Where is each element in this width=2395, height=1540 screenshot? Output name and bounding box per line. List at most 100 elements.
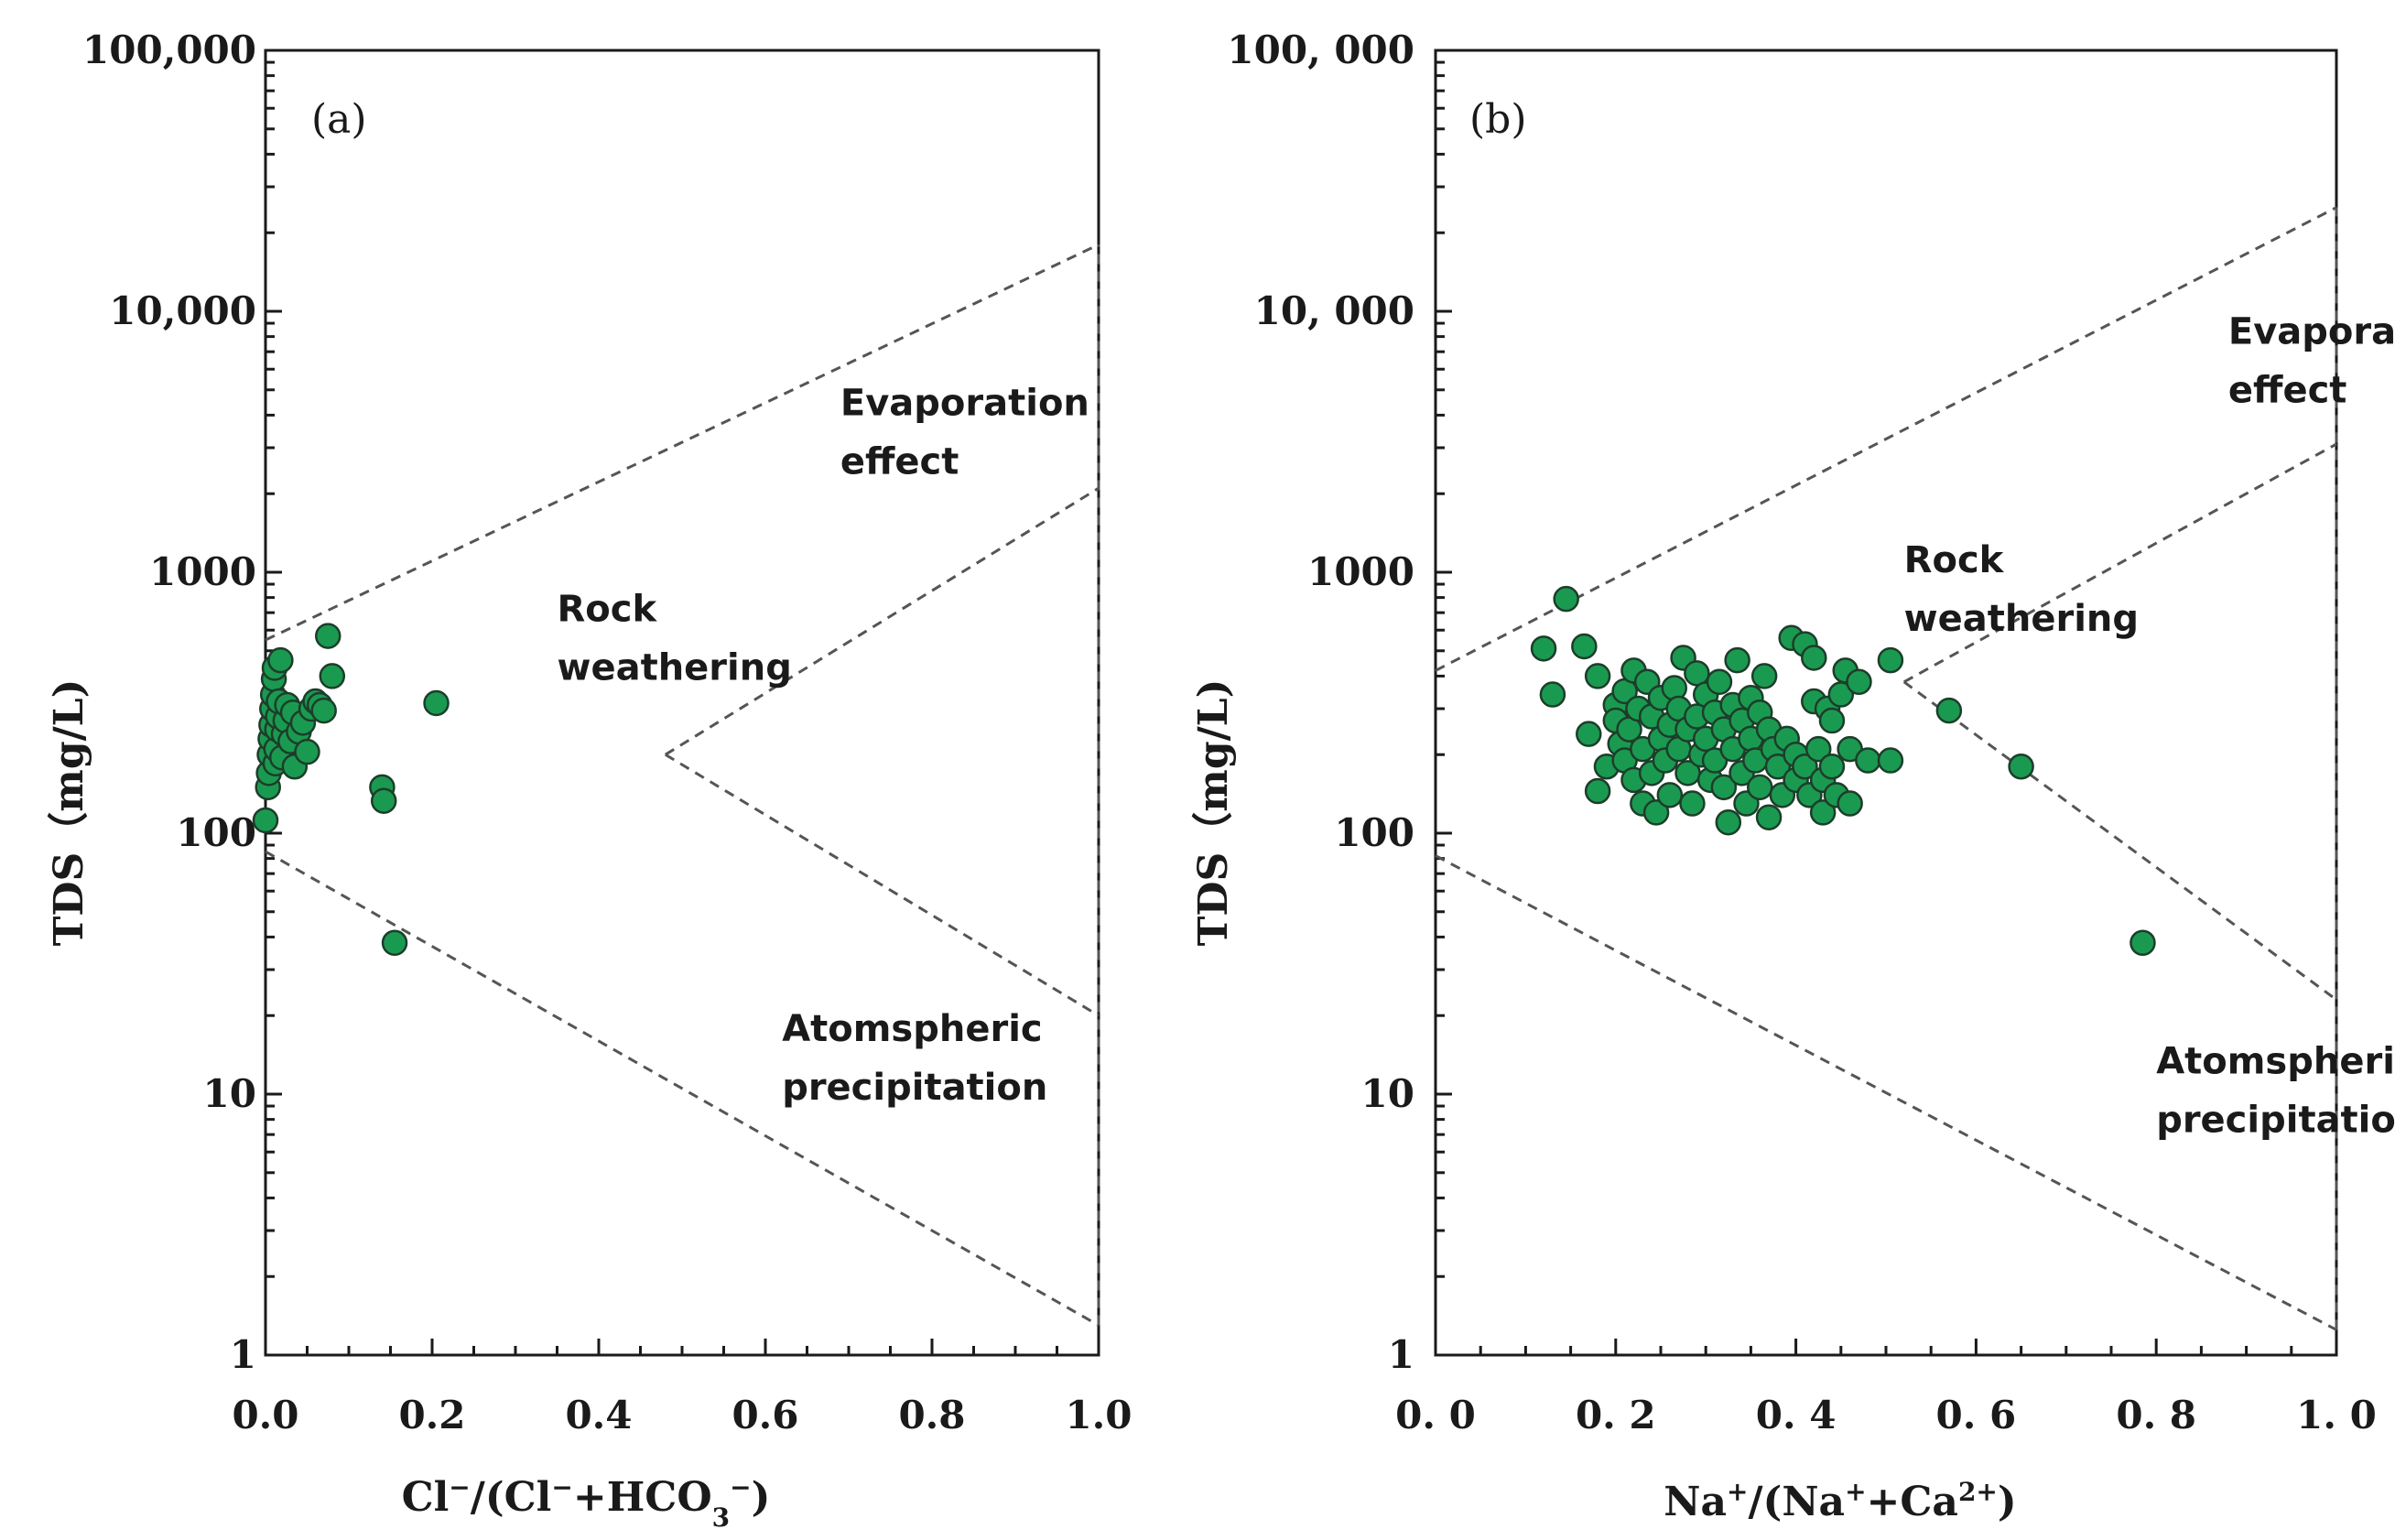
data-point bbox=[1809, 799, 1837, 826]
data-point bbox=[1724, 646, 1750, 674]
region-label-line: weathering bbox=[1904, 598, 2139, 640]
data-point bbox=[1571, 633, 1598, 660]
data-point bbox=[1837, 790, 1863, 817]
data-point bbox=[294, 738, 320, 765]
data-point bbox=[310, 697, 337, 724]
data-point bbox=[1746, 774, 1773, 801]
data-point bbox=[1855, 747, 1881, 774]
x-axis-title-part: + bbox=[1845, 1477, 1866, 1507]
x-axis-title: Cl−/(Cl−+HCO3−) bbox=[402, 1472, 771, 1533]
x-tick-label: 0.6 bbox=[732, 1393, 798, 1437]
y-tick-label: 10 bbox=[203, 1071, 256, 1116]
data-point bbox=[1584, 777, 1611, 805]
y-tick-label: 100 bbox=[176, 810, 256, 855]
region-label-rock-weathering: Rock weathering bbox=[1904, 539, 2139, 640]
region-label-line: Rock bbox=[1904, 539, 2005, 581]
data-point bbox=[1755, 804, 1783, 830]
region-label-line: effect bbox=[2228, 370, 2347, 412]
data-point bbox=[1539, 681, 1566, 708]
y-tick-label: 1000 bbox=[1307, 549, 1414, 594]
data-point bbox=[1818, 707, 1846, 734]
x-tick-label: 0. 0 bbox=[1395, 1393, 1476, 1437]
x-tick-label: 0. 2 bbox=[1576, 1393, 1656, 1437]
region-label-line: precipitation bbox=[782, 1067, 1047, 1109]
y-tick-label: 1 bbox=[1388, 1332, 1414, 1377]
x-axis-title-part: /(Na bbox=[1748, 1479, 1845, 1525]
x-axis-title-part: 3 bbox=[712, 1502, 730, 1533]
boundary-precipitation-upper bbox=[665, 753, 1100, 1017]
boundary-precipitation-lower bbox=[265, 850, 1100, 1327]
region-label-line: Rock bbox=[558, 588, 658, 630]
y-tick-label: 10,000 bbox=[109, 288, 256, 333]
data-point bbox=[319, 663, 346, 689]
x-tick-label: 0. 4 bbox=[1756, 1393, 1837, 1437]
data-point bbox=[381, 929, 408, 957]
y-tick-label: 100, 000 bbox=[1227, 27, 1414, 72]
boundary-evaporation-lower bbox=[1902, 442, 2337, 684]
data-point bbox=[1877, 747, 1904, 774]
data-point bbox=[1584, 663, 1611, 689]
x-axis-title-part: − bbox=[551, 1472, 572, 1502]
y-tick-label: 100,000 bbox=[82, 27, 256, 72]
x-axis-title-part: + bbox=[1727, 1477, 1748, 1507]
y-tick-label: 1000 bbox=[149, 549, 256, 594]
x-axis-title-part: /(Cl bbox=[471, 1474, 552, 1521]
x-tick-label: 0.8 bbox=[898, 1393, 965, 1437]
x-axis-title-part: − bbox=[449, 1472, 470, 1502]
y-tick-label: 1 bbox=[230, 1332, 256, 1377]
boundary-evaporation-upper bbox=[265, 243, 1100, 642]
data-point bbox=[1818, 753, 1846, 780]
region-label-line: weathering bbox=[558, 646, 792, 689]
data-point bbox=[1642, 799, 1670, 826]
y-tick-label: 100 bbox=[1334, 810, 1414, 855]
data-point bbox=[1935, 697, 1963, 724]
x-axis-title-part: +Ca bbox=[1867, 1479, 1958, 1525]
data-point bbox=[267, 646, 294, 674]
data-point bbox=[1801, 645, 1827, 671]
x-tick-label: 0. 6 bbox=[1936, 1393, 2017, 1437]
x-axis-title: Na+/(Na++Ca2+) bbox=[1663, 1477, 2016, 1526]
region-label-line: Evaporation bbox=[840, 382, 1089, 424]
y-axis-title: TDS（mg/L) bbox=[46, 679, 92, 947]
x-axis-title-part: 2+ bbox=[1958, 1477, 1998, 1507]
data-point bbox=[1553, 585, 1579, 613]
data-point bbox=[1656, 782, 1684, 808]
x-tick-label: 1. 0 bbox=[2296, 1393, 2377, 1437]
boundary-precipitation-lower bbox=[1435, 854, 2337, 1331]
data-point bbox=[1804, 735, 1832, 763]
data-point bbox=[1715, 808, 1742, 836]
data-point bbox=[1846, 668, 1872, 696]
data-point bbox=[315, 623, 341, 649]
panel-label: (b) bbox=[1469, 96, 1527, 143]
region-label-line: Evaporation bbox=[2228, 311, 2395, 353]
region-label-rock-weathering: Rock weathering bbox=[558, 588, 792, 689]
x-axis-title-part: Cl bbox=[402, 1474, 450, 1521]
data-point bbox=[2129, 929, 2156, 957]
data-point bbox=[1750, 663, 1778, 689]
y-tick-label: 10, 000 bbox=[1254, 288, 1414, 333]
data-point bbox=[370, 787, 397, 814]
plot-frame bbox=[1434, 49, 2338, 1357]
data-point bbox=[1679, 790, 1706, 817]
data-point bbox=[1710, 774, 1738, 801]
data-point bbox=[1792, 753, 1818, 780]
region-label-line: effect bbox=[840, 440, 959, 483]
boundary-evaporation-lower bbox=[665, 486, 1100, 756]
x-axis-title-part: Na bbox=[1663, 1479, 1727, 1525]
x-tick-label: 0.0 bbox=[232, 1393, 298, 1437]
region-label-line: Atomspheric bbox=[2156, 1040, 2395, 1082]
panel-b: 1 10 100 1000 10, 000 100, 000 0. 0 0. 2 0. 4 0. … bbox=[1190, 27, 2395, 1525]
x-tick-label: 1.0 bbox=[1065, 1393, 1132, 1437]
region-label-line: precipitation bbox=[2156, 1099, 2395, 1141]
x-axis-title-part: ) bbox=[1998, 1479, 2017, 1525]
data-point bbox=[1576, 721, 1602, 747]
region-label-evaporation: Evaporation effect bbox=[840, 382, 1089, 483]
panel-label: (a) bbox=[311, 96, 367, 143]
data-point bbox=[2008, 753, 2034, 780]
data-point bbox=[252, 807, 279, 834]
region-label-line: Atomspheric bbox=[782, 1008, 1042, 1050]
x-axis-title-part: − bbox=[730, 1472, 751, 1502]
boundary-evaporation-upper bbox=[1435, 206, 2337, 672]
x-axis-title-part: ) bbox=[752, 1474, 771, 1521]
